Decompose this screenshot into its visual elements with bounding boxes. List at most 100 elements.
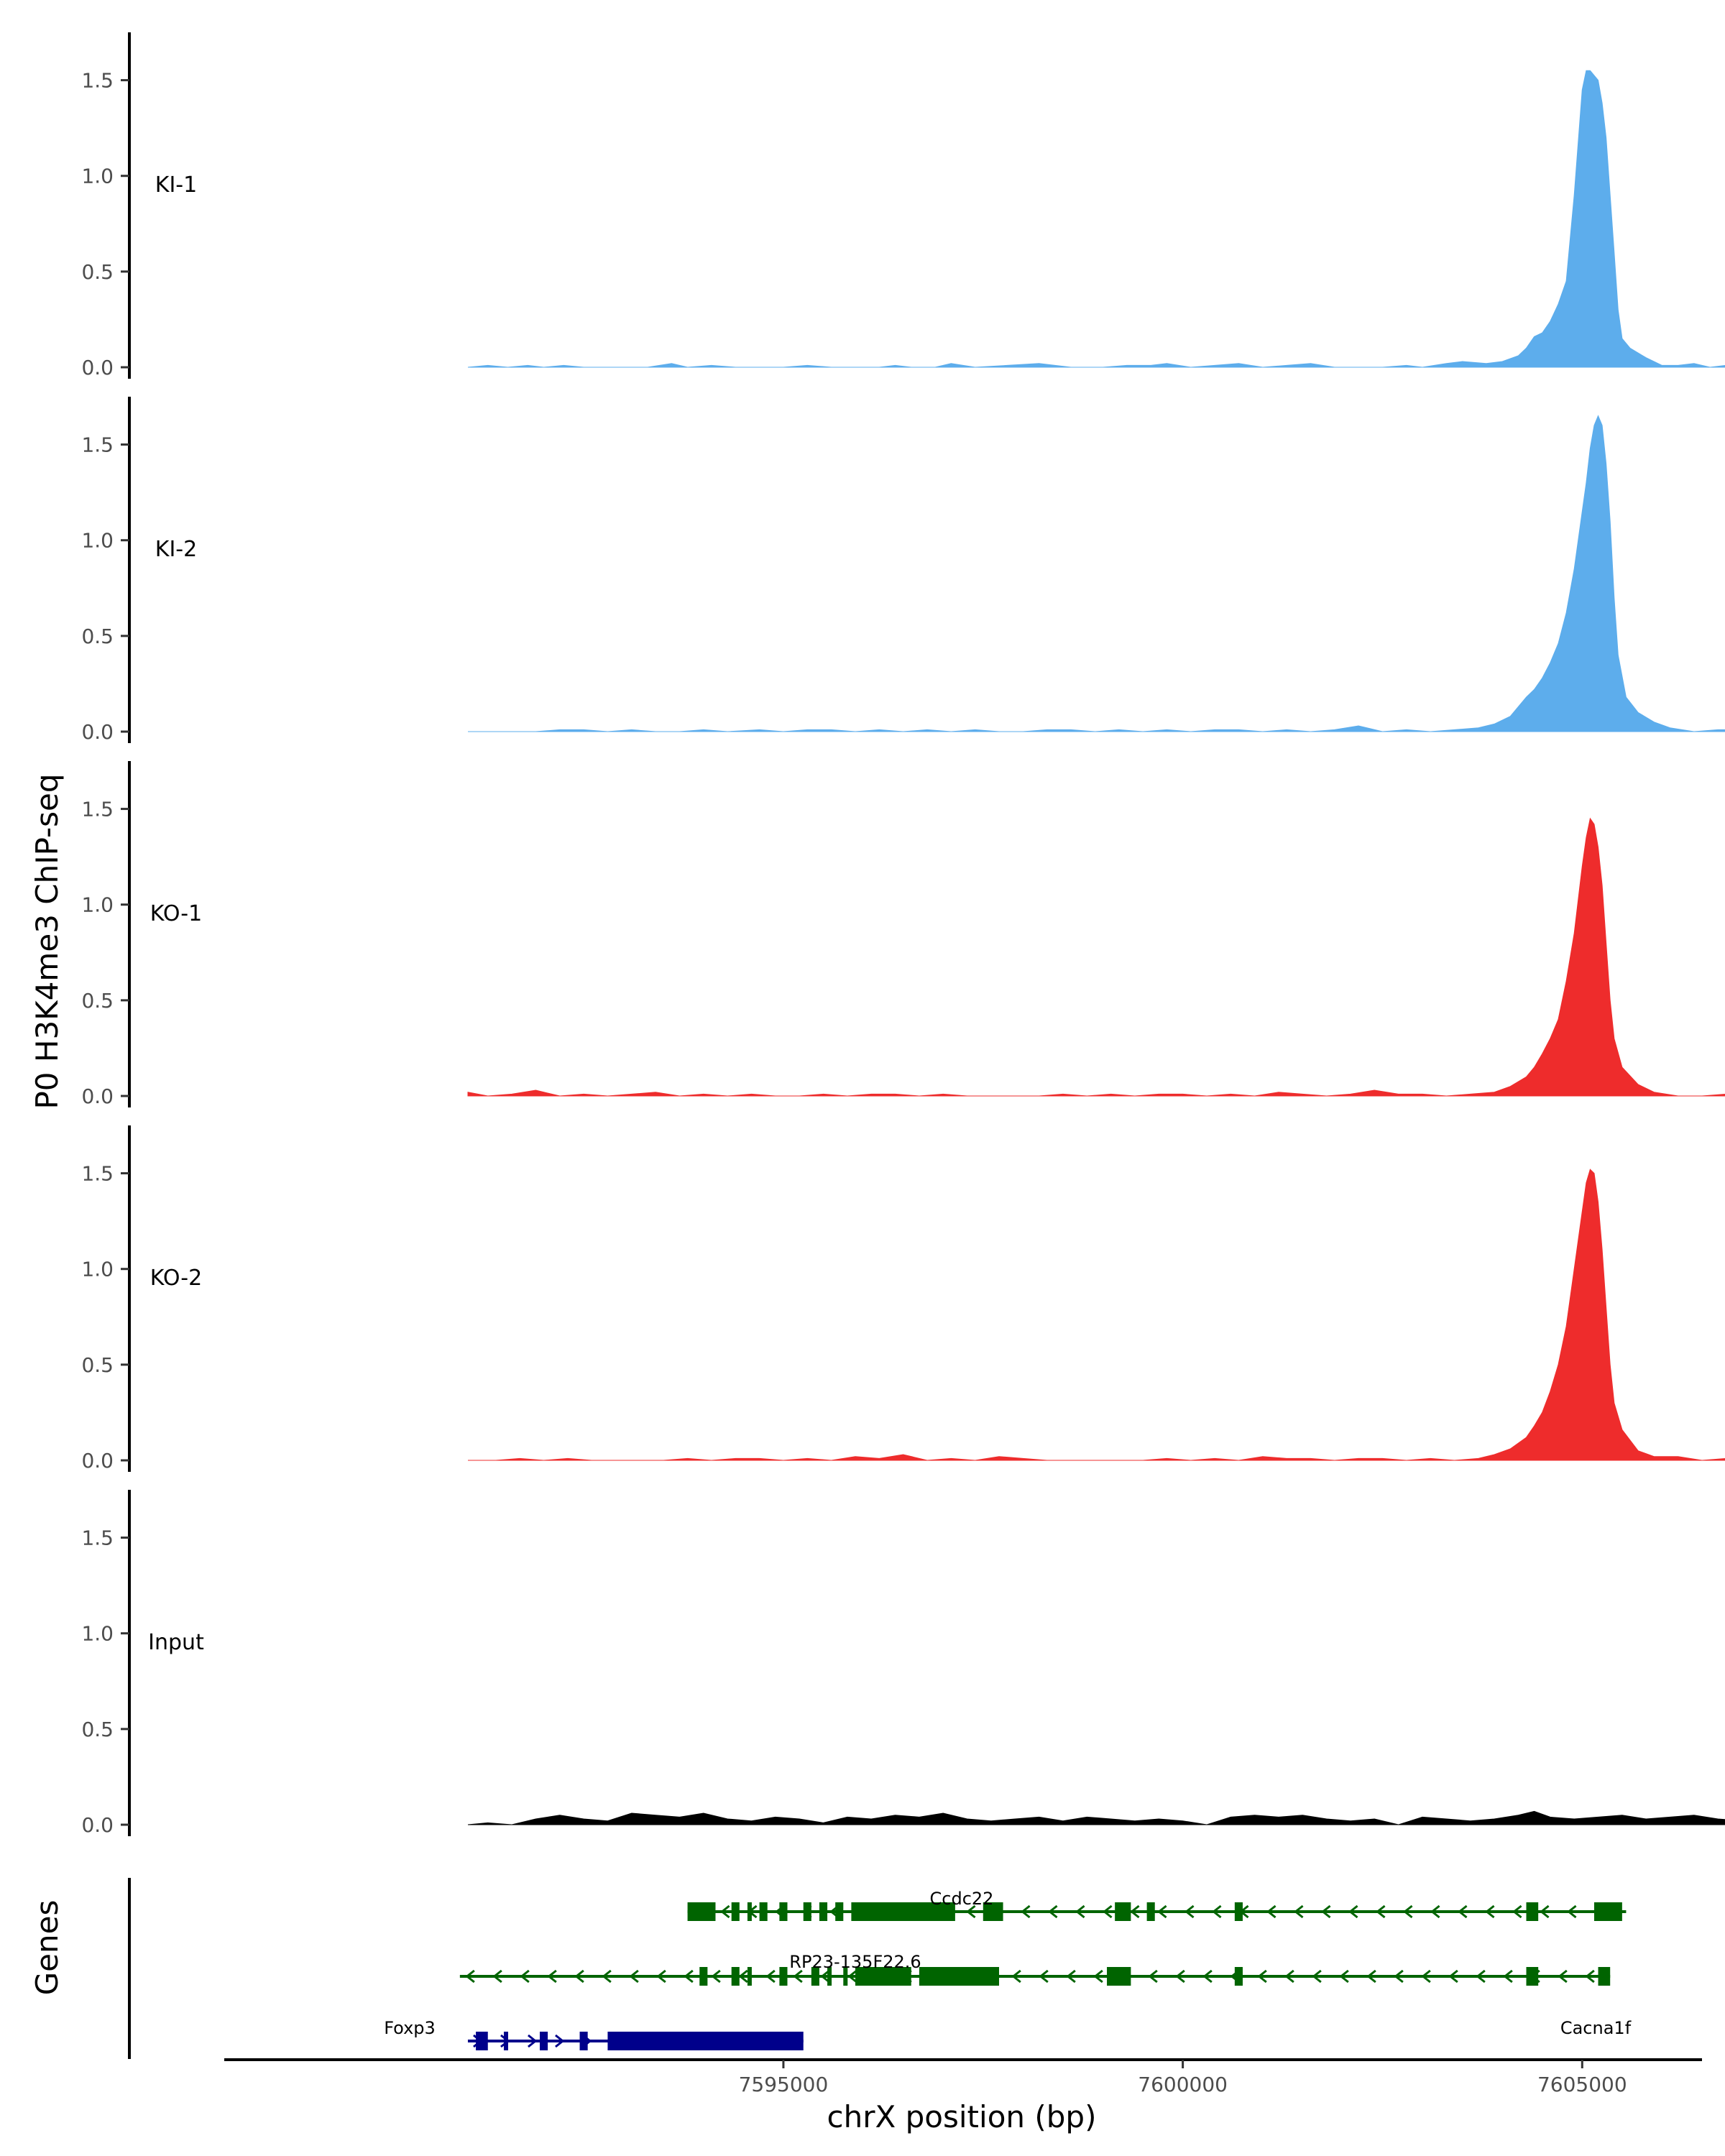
strand-arrow bbox=[765, 1969, 776, 1984]
strand-arrow bbox=[1476, 1969, 1486, 1984]
strand-arrow bbox=[1339, 1969, 1349, 1984]
strand-arrow bbox=[1540, 1904, 1550, 1919]
exon-block bbox=[1234, 1967, 1243, 1986]
strand-arrow bbox=[684, 1969, 694, 1984]
coverage-area bbox=[467, 817, 1725, 1097]
exon-block bbox=[1526, 1902, 1539, 1921]
exon-block bbox=[1234, 1902, 1243, 1921]
y-axis-title: P0 H3K4me3 ChIP-seq bbox=[29, 773, 65, 1109]
gene-foxp3: Foxp3 bbox=[384, 2018, 804, 2050]
strand-arrow bbox=[1294, 1904, 1304, 1919]
gene-annotation-panel: Ccdc22 RP23-135F22.6 Foxp3 Cacna1f bbox=[128, 1878, 1632, 2059]
strand-arrow bbox=[1503, 1969, 1513, 1984]
exon-block bbox=[835, 1902, 844, 1921]
strand-arrow bbox=[720, 1904, 730, 1919]
exon-block bbox=[819, 1902, 828, 1921]
y-tick-label: 0.5 bbox=[81, 625, 114, 648]
strand-arrow bbox=[1485, 1904, 1495, 1919]
strand-arrow bbox=[1257, 1969, 1267, 1984]
strand-arrow bbox=[711, 1969, 721, 1984]
strand-arrow bbox=[1284, 1969, 1294, 1984]
exon-block bbox=[699, 1967, 708, 1986]
x-tick-label: 7595000 bbox=[739, 2073, 829, 2096]
y-tick-label: 1.0 bbox=[81, 165, 114, 188]
coverage-area bbox=[467, 70, 1725, 368]
track-label: KI-1 bbox=[155, 172, 197, 198]
y-tick-label: 0.5 bbox=[81, 260, 114, 284]
track-panels: 0.0 0.5 1.0 1.5 KI-1 0.0 0.5 1.0 1.5 KI-2 0.0 0.5 1.… bbox=[81, 32, 1725, 1837]
exon-block bbox=[687, 1902, 716, 1921]
strand-arrow bbox=[1448, 1969, 1458, 1984]
y-tick-label: 1.5 bbox=[81, 1526, 114, 1550]
strand-arrow bbox=[602, 1969, 612, 1984]
y-tick-label: 1.0 bbox=[81, 1258, 114, 1281]
exon-block bbox=[983, 1902, 1003, 1921]
strand-arrow bbox=[1093, 1969, 1103, 1984]
y-tick-label: 0.0 bbox=[81, 1449, 114, 1473]
strand-arrow bbox=[1048, 1904, 1058, 1919]
y-tick-label: 1.0 bbox=[81, 1622, 114, 1646]
exon-block bbox=[747, 1967, 752, 1986]
strand-arrow bbox=[1075, 1904, 1085, 1919]
exon-block bbox=[503, 2032, 508, 2050]
strand-arrow bbox=[1039, 1969, 1049, 1984]
strand-arrow bbox=[1175, 1969, 1185, 1984]
coverage-area bbox=[468, 1169, 1725, 1461]
strand-arrow bbox=[1103, 1904, 1113, 1919]
strand-arrow bbox=[1312, 1969, 1322, 1984]
x-tick-label: 7605000 bbox=[1537, 2073, 1627, 2096]
exon-block bbox=[1598, 1967, 1611, 1986]
track-input: 0.0 0.5 1.0 1.5 Input bbox=[81, 1490, 1725, 1837]
gene-label: RP23-135F22.6 bbox=[789, 1952, 921, 1972]
exon-block bbox=[607, 2032, 804, 2050]
strand-arrow bbox=[1021, 1904, 1031, 1919]
strand-arrow bbox=[528, 2034, 538, 2048]
track-label: KO-1 bbox=[150, 901, 202, 926]
exon-block bbox=[759, 1902, 768, 1921]
exon-block bbox=[731, 1967, 740, 1986]
exon-block bbox=[1526, 1967, 1539, 1986]
exon-block bbox=[851, 1902, 955, 1921]
strand-arrow bbox=[1366, 1969, 1376, 1984]
x-axis: 7595000 7600000 7605000 bbox=[224, 2058, 1702, 2096]
gene-label: Ccdc22 bbox=[930, 1889, 994, 1909]
exon-block bbox=[1593, 1902, 1622, 1921]
track-ki-2: 0.0 0.5 1.0 1.5 KI-2 bbox=[81, 397, 1725, 744]
strand-arrow bbox=[574, 1969, 584, 1984]
track-label: Input bbox=[148, 1630, 204, 1655]
exon-block bbox=[731, 1902, 740, 1921]
exon-block bbox=[539, 2032, 548, 2050]
strand-arrow bbox=[1157, 1904, 1167, 1919]
track-ko-2: 0.0 0.5 1.0 1.5 KO-2 bbox=[81, 1125, 1725, 1473]
strand-arrow bbox=[1430, 1904, 1440, 1919]
exon-block bbox=[811, 1967, 819, 1986]
strand-arrow bbox=[793, 1969, 803, 1984]
exon-block bbox=[919, 1967, 1000, 1986]
strand-arrow bbox=[1376, 1904, 1386, 1919]
strand-arrow bbox=[1585, 1969, 1595, 1984]
strand-arrow bbox=[847, 1969, 857, 1984]
x-axis-title: chrX position (bp) bbox=[827, 2099, 1097, 2134]
strand-arrow bbox=[1202, 1969, 1213, 1984]
y-tick-label: 0.5 bbox=[81, 1353, 114, 1377]
strand-arrow bbox=[1148, 1969, 1158, 1984]
strand-arrow bbox=[820, 1969, 830, 1984]
strand-arrow bbox=[547, 1969, 557, 1984]
strand-arrow bbox=[1567, 1904, 1577, 1919]
exon-block bbox=[747, 1902, 752, 1921]
gene-label: Cacna1f bbox=[1560, 2018, 1632, 2038]
strand-arrow bbox=[465, 1969, 475, 1984]
exon-block bbox=[803, 1902, 811, 1921]
y-tick-label: 1.5 bbox=[81, 1162, 114, 1186]
strand-arrow bbox=[966, 1904, 976, 1919]
strand-arrow bbox=[1011, 1969, 1021, 1984]
y-tick-label: 1.0 bbox=[81, 893, 114, 917]
coverage-area bbox=[467, 1810, 1725, 1825]
track-ko-1: 0.0 0.5 1.0 1.5 KO-1 bbox=[81, 761, 1725, 1108]
y-tick-label: 1.5 bbox=[81, 433, 114, 457]
exon-block bbox=[476, 2032, 488, 2050]
exon-block bbox=[843, 1967, 848, 1986]
exon-block bbox=[779, 1967, 788, 1986]
y-tick-label: 0.0 bbox=[81, 356, 114, 379]
y-tick-label: 1.0 bbox=[81, 529, 114, 553]
